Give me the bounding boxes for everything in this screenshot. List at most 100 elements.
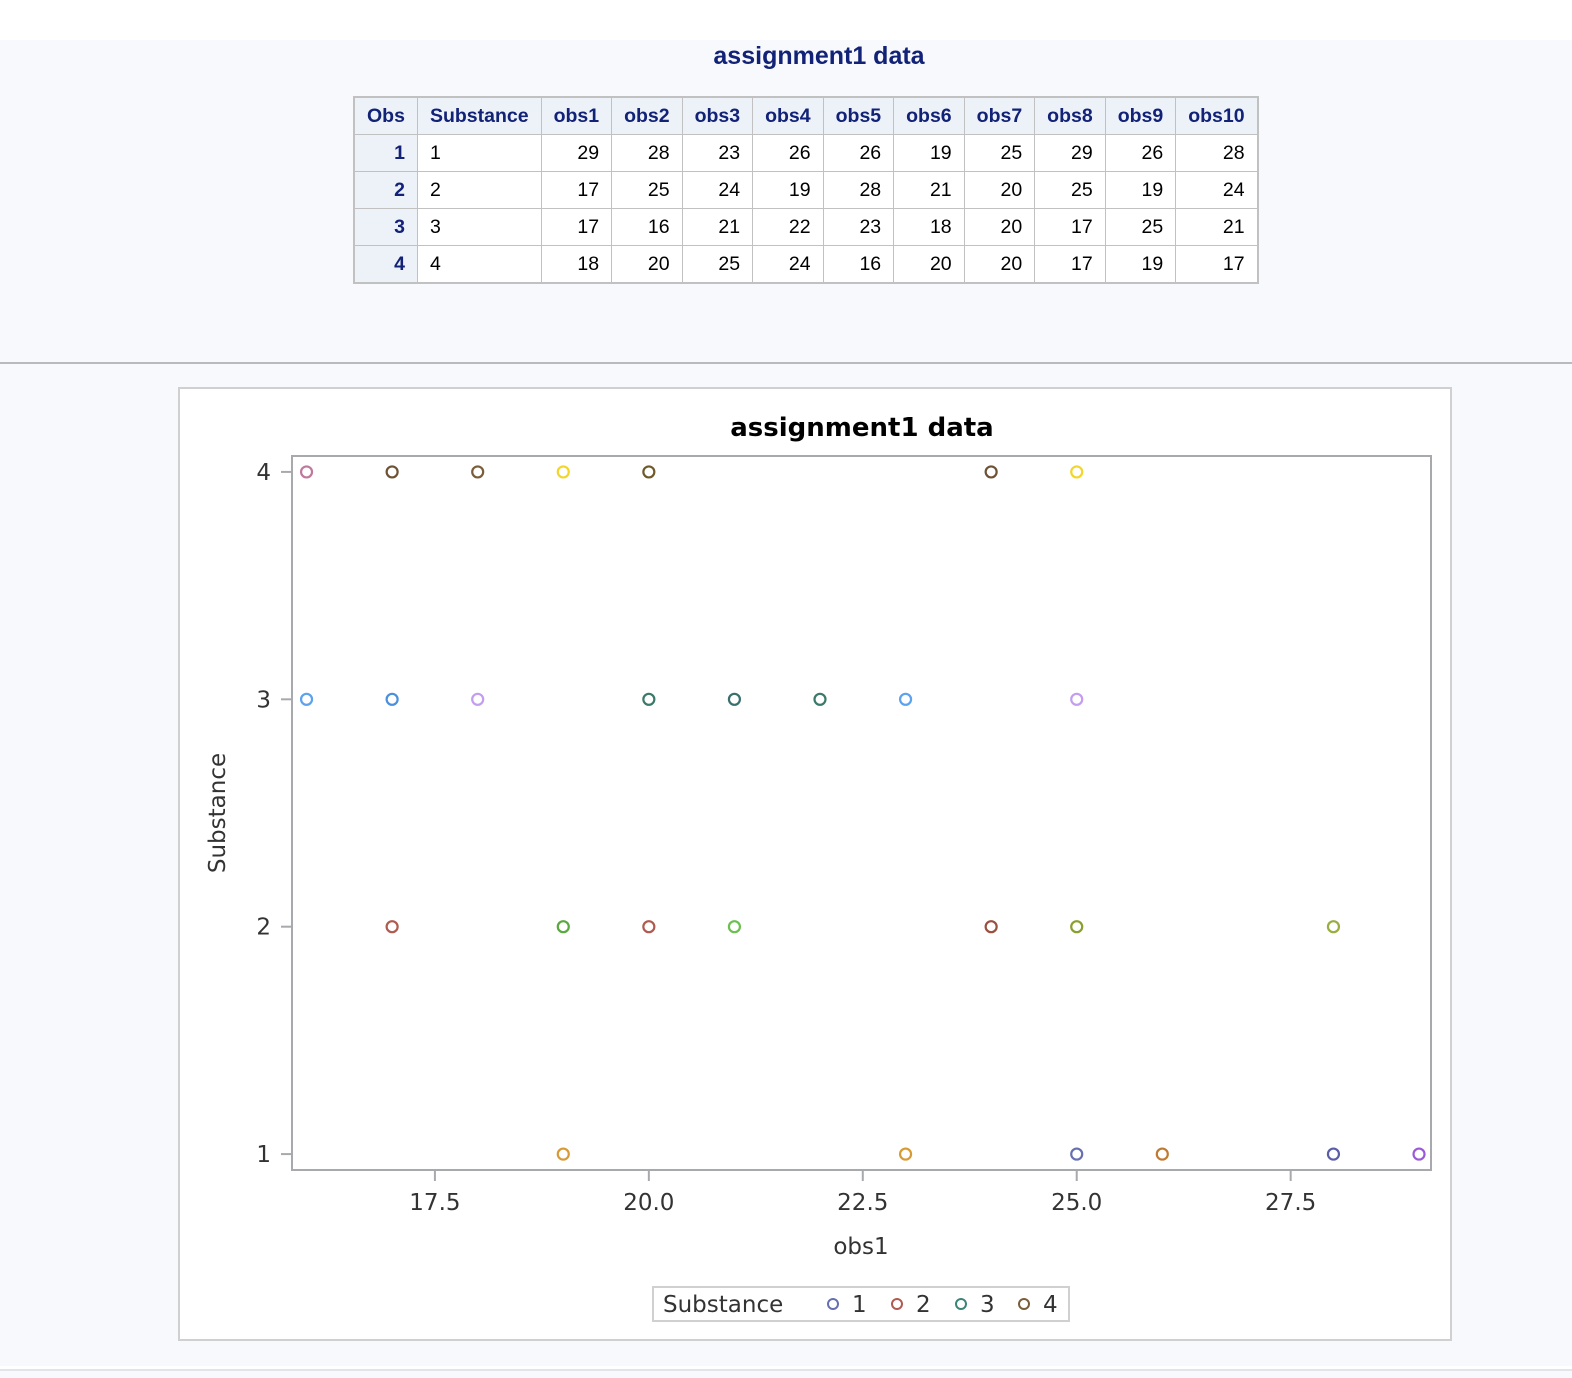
table-cell: 1	[416, 134, 542, 172]
data-point-marker	[984, 465, 998, 479]
data-points	[299, 465, 1426, 1161]
table-cell: 21	[1175, 208, 1259, 246]
table-cell: 24	[1175, 171, 1259, 209]
data-point-marker	[471, 692, 485, 706]
next-section	[0, 1371, 1572, 1378]
data-point-marker	[727, 692, 742, 706]
legend-entry-label: 4	[1043, 1292, 1058, 1318]
row-header-cell: 2	[353, 171, 418, 209]
data-point-marker	[898, 1147, 913, 1161]
column-header: obs1	[540, 96, 613, 135]
table-cell: 24	[752, 245, 824, 284]
table-cell: 19	[1104, 245, 1177, 284]
table-row: 3 3 17 16 21 22 23 18 20 17 25 21	[353, 208, 1259, 246]
data-point-marker	[1412, 1147, 1426, 1161]
data-point-marker	[642, 920, 656, 934]
data-point-marker	[299, 465, 314, 479]
table-cell: 17	[540, 171, 613, 209]
data-point-marker	[813, 692, 827, 706]
column-header: obs9	[1104, 96, 1177, 135]
data-point-marker	[1326, 920, 1341, 934]
row-header-cell: 3	[353, 208, 418, 246]
data-point-marker	[984, 920, 998, 934]
table-cell: 21	[893, 171, 965, 209]
legend-title: Substance	[663, 1292, 783, 1318]
table-cell: 26	[822, 134, 895, 172]
table-header-row: Obs Substance obs1 obs2 obs3 obs4 obs5 obs6 obs7…	[353, 96, 1259, 135]
column-header: Obs	[353, 96, 418, 135]
table-cell: 3	[416, 208, 542, 246]
data-point-marker	[642, 465, 656, 479]
chart-title: assignment1 data	[730, 413, 993, 443]
table-cell: 16	[611, 208, 683, 246]
y-axis: 1 2 3 4	[256, 460, 292, 1168]
legend-entry-label: 2	[916, 1292, 931, 1318]
y-tick-label: 4	[256, 460, 271, 486]
table-cell: 17	[1175, 245, 1259, 284]
column-header: obs7	[963, 96, 1036, 135]
table-cell: 29	[540, 134, 613, 172]
legend-marker-icon	[891, 1298, 903, 1310]
x-axis: 17.5 20.0 22.5 25.0 27.5	[409, 1170, 1316, 1216]
table-row: 4 4 18 20 25 24 16 20 20 17 19 17	[353, 245, 1259, 284]
table-cell: 16	[822, 245, 895, 284]
table-cell: 25	[681, 245, 754, 284]
column-header: obs8	[1034, 96, 1106, 135]
table-cell: 26	[1104, 134, 1177, 172]
table-cell: 18	[540, 245, 613, 284]
x-tick-label: 22.5	[837, 1190, 888, 1216]
table-cell: 4	[416, 245, 542, 284]
legend-entry-label: 1	[852, 1292, 867, 1318]
column-header: obs3	[681, 96, 754, 135]
data-point-marker	[1155, 1147, 1169, 1161]
data-point-marker	[299, 692, 314, 706]
data-point-marker	[385, 920, 399, 934]
data-point-marker	[556, 465, 570, 479]
row-header-cell: 1	[353, 134, 418, 172]
column-header: obs4	[752, 96, 824, 135]
y-tick-label: 3	[256, 687, 271, 713]
table-cell: 25	[1104, 208, 1177, 246]
table-cell: 20	[963, 171, 1036, 209]
table-cell: 17	[1034, 245, 1106, 284]
legend-marker-icon	[955, 1298, 967, 1310]
legend-entry-label: 3	[980, 1292, 995, 1318]
table-title: assignment1 data	[713, 42, 925, 70]
column-header: obs6	[893, 96, 965, 135]
table-cell: 18	[893, 208, 965, 246]
x-tick-label: 27.5	[1265, 1190, 1316, 1216]
x-tick-label: 20.0	[623, 1190, 674, 1216]
data-point-marker	[556, 920, 570, 934]
x-tick-label: 25.0	[1051, 1190, 1102, 1216]
table-cell: 2	[416, 171, 542, 209]
y-tick-label: 1	[256, 1142, 271, 1168]
table-cell: 20	[963, 245, 1036, 284]
column-header: obs5	[822, 96, 895, 135]
data-point-marker	[471, 465, 485, 479]
x-axis-label: obs1	[833, 1234, 888, 1260]
table-cell: 20	[611, 245, 683, 284]
table-cell: 28	[822, 171, 895, 209]
data-point-marker	[1070, 692, 1084, 706]
table-row: 2 2 17 25 24 19 28 21 20 25 19 24	[353, 171, 1259, 209]
legend-marker-icon	[1018, 1298, 1030, 1310]
data-point-marker	[1070, 1147, 1084, 1161]
table-cell: 22	[752, 208, 824, 246]
column-header: obs10	[1175, 96, 1259, 135]
table-cell: 23	[822, 208, 895, 246]
data-point-marker	[642, 692, 656, 706]
data-point-marker	[1326, 1147, 1341, 1161]
section-divider	[0, 362, 1572, 364]
data-point-marker	[727, 920, 742, 934]
data-point-marker	[385, 692, 399, 706]
section-divider-bottom	[0, 1369, 1572, 1371]
y-axis-label: Substance	[205, 753, 231, 873]
legend: Substance 1 2 3 4	[652, 1286, 1070, 1322]
y-tick-label: 2	[256, 915, 271, 941]
table-row: 1 1 29 28 23 26 26 19 25 29 26 28	[353, 134, 1259, 172]
data-point-marker	[1070, 920, 1084, 934]
row-header-cell: 4	[353, 245, 418, 284]
data-point-marker	[385, 465, 399, 479]
legend-box	[652, 1286, 1070, 1322]
